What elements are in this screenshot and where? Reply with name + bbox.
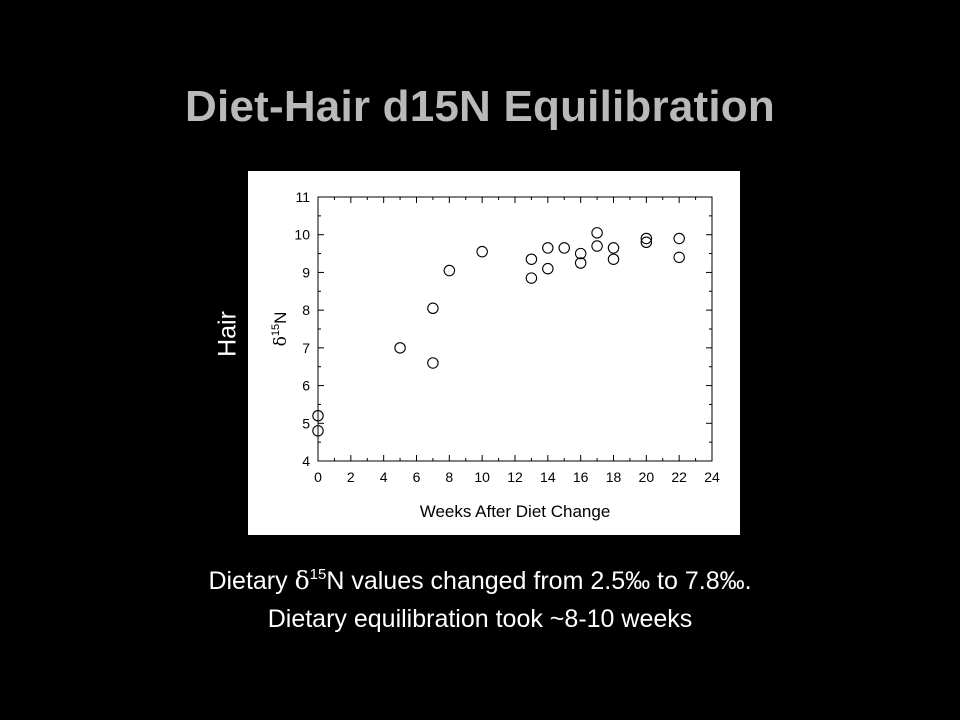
- data-point: [312, 425, 324, 437]
- data-point: [640, 232, 653, 245]
- x-tick-label: 2: [347, 469, 355, 485]
- data-point: [673, 251, 685, 264]
- x-tick-label: 10: [474, 469, 490, 485]
- data-point: [394, 342, 406, 354]
- y-axis-label: δ15N: [270, 312, 291, 347]
- x-tick-label: 14: [540, 469, 556, 485]
- slide-title: Diet-Hair d15N Equilibration: [185, 82, 775, 131]
- data-point: [673, 232, 685, 245]
- x-tick-label: 0: [314, 469, 322, 485]
- x-tick-label: 20: [639, 469, 655, 485]
- y-tick-label: 10: [294, 227, 310, 243]
- data-point: [542, 262, 554, 275]
- data-point: [640, 236, 653, 249]
- y-tick-label: 11: [295, 189, 310, 205]
- data-point: [542, 242, 554, 254]
- x-tick-label: 16: [573, 469, 589, 485]
- data-point: [574, 257, 587, 269]
- y-tick-label: 6: [302, 378, 310, 394]
- y-tick-label: 9: [302, 264, 310, 280]
- plot-frame: [317, 196, 713, 462]
- data-point: [525, 272, 538, 284]
- caption-superscript: 15: [309, 566, 327, 583]
- caption-delta-symbol: δ: [294, 566, 310, 595]
- x-tick-label: 24: [704, 469, 720, 485]
- data-point: [443, 264, 456, 277]
- x-tick-label: 6: [413, 469, 421, 485]
- chart-panel: 0 2 4 6 8 10 12 14 16 18 20 22 24 4 5 6 7 8 9 10 11 Weeks Af…: [248, 171, 740, 535]
- y-tick-label: 5: [302, 415, 310, 431]
- data-point: [574, 247, 587, 260]
- data-point: [476, 245, 488, 258]
- caption-prefix: Dietary: [208, 567, 295, 595]
- data-point: [427, 357, 439, 369]
- x-tick-label: 18: [606, 469, 622, 485]
- x-tick-label: 12: [507, 469, 523, 485]
- x-tick-label: 4: [380, 469, 388, 485]
- data-point: [312, 409, 324, 422]
- y-tick-label: 8: [302, 302, 310, 318]
- points-layer: [312, 227, 685, 437]
- caption-text: N values changed from 2.5‰ to 7.8‰.: [326, 567, 752, 595]
- x-tick-label: 8: [445, 469, 453, 485]
- y-tick-label: 7: [302, 340, 310, 356]
- caption-line-2: Dietary equilibration took ~8-10 weeks: [267, 605, 693, 633]
- data-point: [427, 302, 439, 315]
- x-tick-label: 22: [671, 469, 687, 485]
- data-point: [607, 253, 620, 265]
- data-point: [591, 240, 603, 252]
- y-axis-label-sup: 15: [270, 324, 282, 336]
- data-point: [525, 253, 538, 265]
- data-point: [591, 227, 603, 239]
- y-tick-label: 4: [302, 453, 310, 469]
- y-axis-label-delta: δ: [271, 336, 291, 346]
- y-axis-label-rest: N: [271, 312, 290, 324]
- side-label-hair: Hair: [213, 311, 242, 357]
- data-point: [607, 242, 620, 254]
- caption-line-1: Dietary δ15N values changed from 2.5‰ to…: [0, 566, 960, 596]
- x-axis-label: Weeks After Diet Change: [420, 502, 611, 521]
- data-point: [558, 242, 570, 254]
